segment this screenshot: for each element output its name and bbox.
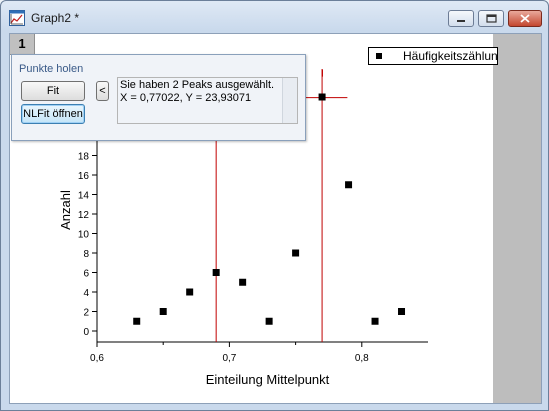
get-points-panel: Punkte holen Fit NLFit öffnen < Sie habe… (11, 54, 306, 141)
minimize-button[interactable] (448, 10, 474, 27)
minimize-icon (449, 11, 473, 26)
y-tick-label: 0 (83, 327, 89, 338)
close-button[interactable] (508, 10, 542, 27)
legend-marker-icon (376, 53, 382, 59)
data-point[interactable] (372, 318, 379, 325)
collapse-arrow-button[interactable]: < (96, 81, 109, 101)
y-tick-label: 6 (83, 269, 89, 280)
message-box: Sie haben 2 Peaks ausgewählt. X = 0,7702… (117, 77, 298, 124)
legend-label: Häufigkeitszählung vor (403, 49, 498, 63)
y-tick-label: 4 (83, 288, 89, 299)
legend[interactable]: Häufigkeitszählung vor (368, 47, 498, 65)
y-tick-label: 16 (78, 171, 90, 182)
restore-button[interactable] (478, 10, 504, 27)
x-tick-label: 0,8 (355, 353, 369, 364)
title-bar[interactable]: Graph2 * (1, 1, 548, 33)
y-tick-label: 18 (78, 152, 90, 163)
y-tick-label: 14 (78, 191, 90, 202)
data-point[interactable] (213, 269, 220, 276)
y-tick-label: 10 (78, 230, 90, 241)
panel-title: Punkte holen (19, 63, 83, 75)
data-point[interactable] (398, 308, 405, 315)
data-point[interactable] (133, 318, 140, 325)
data-point[interactable] (186, 289, 193, 296)
y-tick-label: 2 (83, 308, 89, 319)
window-title: Graph2 * (31, 11, 79, 25)
data-point[interactable] (160, 308, 167, 315)
nlfit-open-button[interactable]: NLFit öffnen (21, 104, 85, 124)
message-scrollbar[interactable] (282, 78, 297, 123)
data-point[interactable] (266, 318, 273, 325)
message-line-2: X = 0,77022, Y = 23,93071 (120, 92, 251, 104)
graph-window-icon[interactable] (9, 10, 25, 26)
x-tick-label: 0,7 (222, 353, 236, 364)
data-point[interactable] (239, 279, 246, 286)
data-point[interactable] (319, 94, 326, 101)
message-line-1: Sie haben 2 Peaks ausgewählt. (120, 79, 274, 91)
y-tick-label: 8 (83, 249, 89, 260)
x-tick-label: 0,6 (90, 353, 104, 364)
data-point[interactable] (345, 181, 352, 188)
y-axis-title: Anzahl (58, 190, 73, 230)
restore-icon (479, 11, 503, 26)
fit-button[interactable]: Fit (21, 81, 85, 101)
data-point[interactable] (292, 250, 299, 257)
x-axis-title: Einteilung Mittelpunkt (206, 372, 330, 387)
close-icon (509, 11, 541, 26)
y-tick-label: 12 (78, 210, 90, 221)
layer-tab[interactable]: 1 (10, 34, 35, 55)
